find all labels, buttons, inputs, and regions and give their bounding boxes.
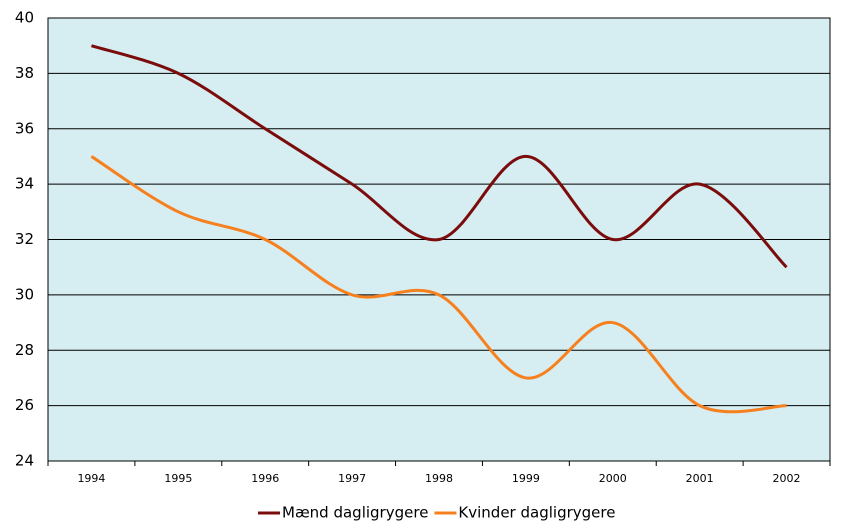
series-line	[90, 44, 788, 269]
x-tick-label: 1997	[338, 472, 366, 485]
legend-label: Mænd dagligrygere	[282, 504, 428, 522]
y-tick-label: 38	[15, 64, 34, 82]
y-tick-label: 28	[15, 341, 34, 359]
series-line	[90, 155, 787, 414]
y-tick-label: 32	[15, 230, 34, 248]
x-tick-label: 1998	[425, 472, 453, 485]
y-tick-label: 34	[15, 175, 34, 193]
x-tick-label: 1995	[164, 472, 192, 485]
x-tick-label: 1994	[77, 472, 105, 485]
x-tick-label: 2001	[686, 472, 714, 485]
y-tick-label: 24	[15, 452, 34, 470]
y-tick-label: 36	[15, 119, 34, 137]
y-tick-label: 30	[15, 285, 34, 303]
legend-label: Kvinder dagligrygere	[458, 504, 615, 522]
x-tick-label: 2002	[773, 472, 801, 485]
y-tick-label: 40	[15, 9, 34, 27]
y-tick-label: 26	[15, 396, 34, 414]
x-tick-label: 1996	[251, 472, 279, 485]
x-tick-label: 2000	[599, 472, 627, 485]
x-tick-label: 1999	[512, 472, 540, 485]
